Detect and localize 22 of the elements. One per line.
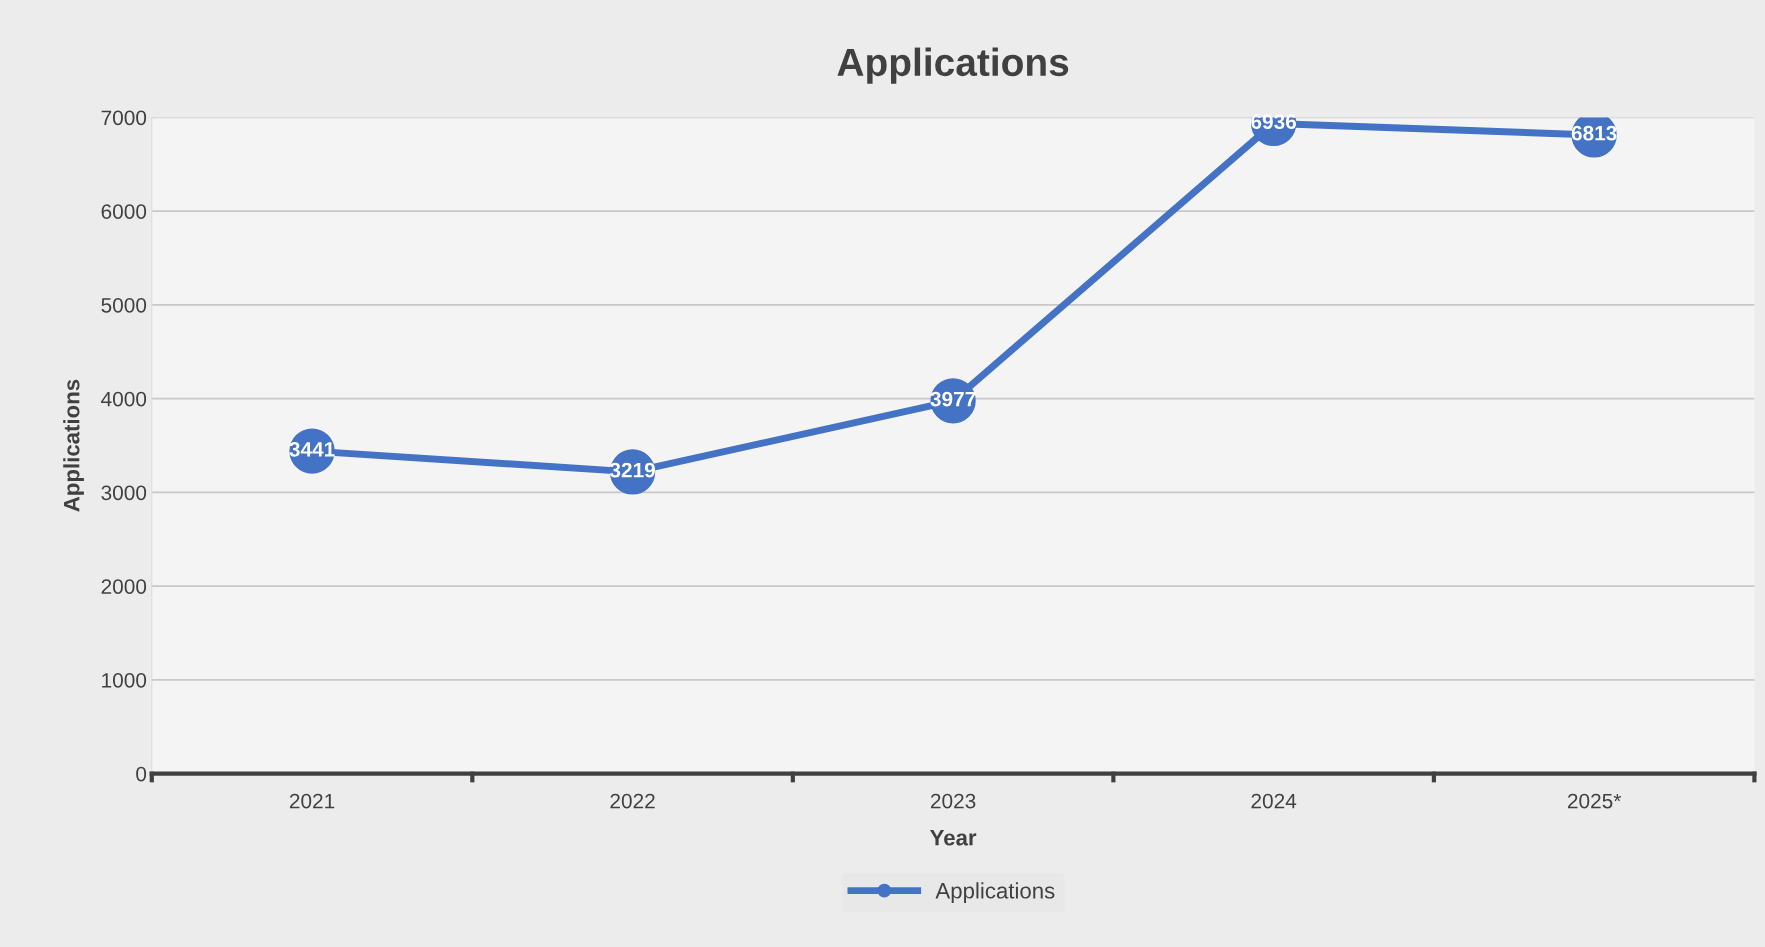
y-tick-label: 0 bbox=[136, 766, 147, 782]
data-label: 6936 bbox=[1251, 114, 1297, 130]
y-tick-label: 6000 bbox=[101, 204, 147, 219]
x-axis-title: Year bbox=[930, 830, 977, 846]
x-tick-label: 2021 bbox=[289, 793, 335, 809]
y-tick-label: 7000 bbox=[101, 110, 147, 126]
y-tick-label: 2000 bbox=[101, 579, 147, 594]
x-tick-label: 2023 bbox=[930, 793, 976, 809]
y-tick-label: 4000 bbox=[101, 391, 147, 407]
data-label: 3977 bbox=[930, 391, 976, 407]
chart-title: Applications bbox=[837, 47, 1069, 84]
x-tick-label: 2025* bbox=[1567, 793, 1622, 809]
data-label: 6813 bbox=[1571, 125, 1617, 141]
legend-label: Applications bbox=[935, 882, 1055, 904]
y-axis-title: Applications bbox=[63, 379, 84, 512]
x-tick-label: 2024 bbox=[1251, 793, 1297, 809]
data-label: 3219 bbox=[609, 462, 655, 478]
y-tick-label: 5000 bbox=[101, 297, 147, 313]
data-label: 3441 bbox=[289, 441, 335, 457]
y-tick-label: 3000 bbox=[101, 485, 147, 501]
y-tick-label: 1000 bbox=[102, 672, 147, 688]
x-tick-label: 2022 bbox=[610, 793, 655, 809]
